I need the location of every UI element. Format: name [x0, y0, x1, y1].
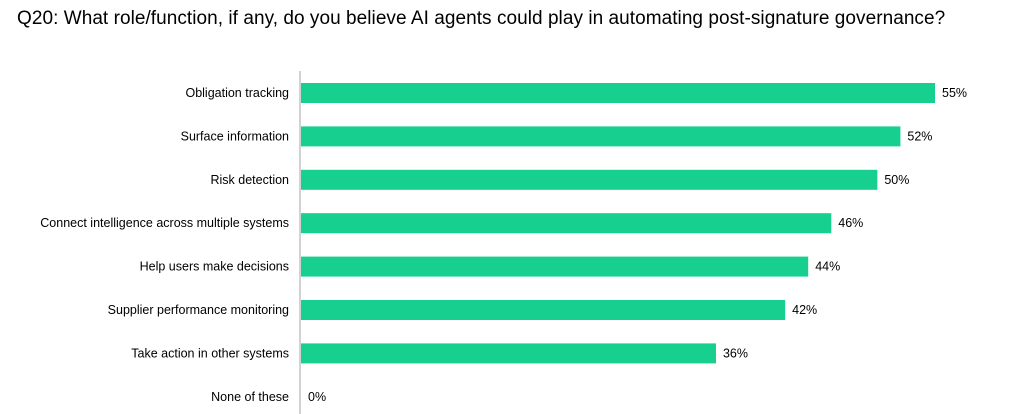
category-label: Supplier performance monitoring [108, 303, 289, 317]
bar [301, 300, 786, 320]
bar-value-label: 36% [723, 346, 748, 360]
category-label: Take action in other systems [131, 346, 289, 360]
bar-value-label: 44% [815, 260, 840, 274]
bar-value-label: 52% [907, 129, 932, 143]
category-label: Obligation tracking [185, 86, 289, 100]
category-label: Risk detection [210, 173, 289, 187]
bar-value-label: 42% [792, 303, 817, 317]
bar [301, 169, 878, 190]
bar [301, 213, 832, 234]
bar [301, 343, 716, 364]
bar-value-label: 55% [942, 86, 967, 100]
category-label: Help users make decisions [140, 260, 289, 274]
bars-layer: Obligation tracking 55% Surface informatio… [40, 83, 967, 404]
category-label: Surface information [181, 129, 289, 143]
chart-title: Q20: What role/function, if any, do you … [17, 8, 946, 29]
bar-value-label: 0% [308, 390, 326, 404]
category-label: None of these [211, 390, 289, 404]
bar-value-label: 46% [838, 216, 863, 230]
bar [301, 83, 935, 103]
bar [301, 126, 901, 147]
category-label: Connect intelligence across multiple sys… [40, 216, 289, 230]
bar [301, 256, 809, 277]
bar-value-label: 50% [884, 173, 909, 187]
